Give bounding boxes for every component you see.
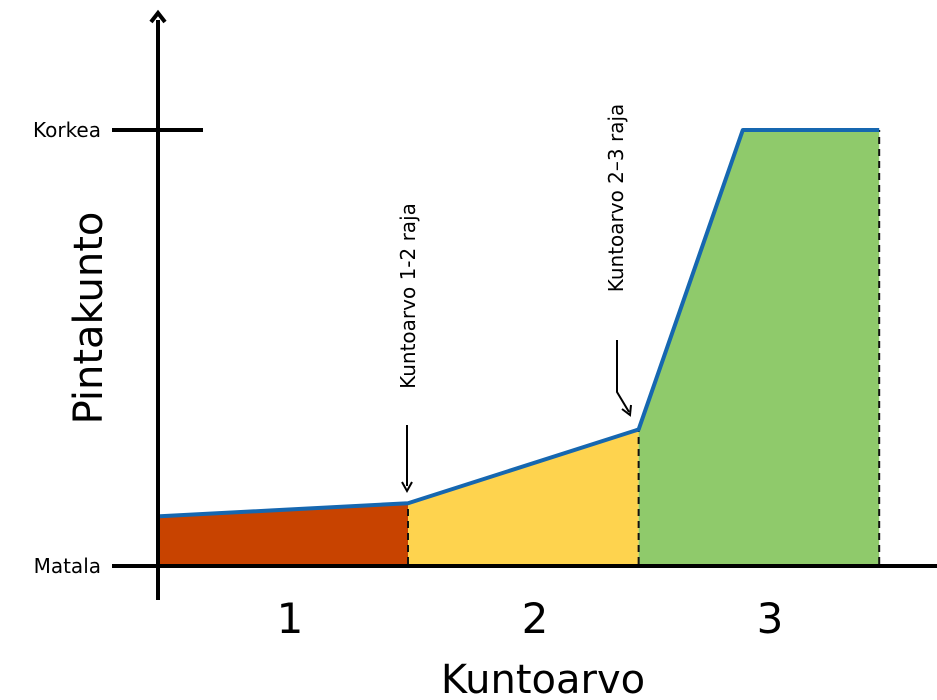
annotation-arrow-2-3 (616, 340, 630, 413)
y-tick-label-matala: Matala (34, 554, 101, 578)
band-area-1 (160, 503, 408, 564)
annotation-boundary-1-2: Kuntoarvo 1-2 raja (396, 203, 420, 389)
band-boundaries (407, 130, 881, 564)
surface-condition-line (159, 128, 880, 519)
annotation-arrowhead-2-3 (621, 404, 632, 417)
annotation-boundary-2-3: Kuntoarvo 2–3 raja (604, 104, 628, 293)
y-tick-label-korkea: Korkea (33, 118, 101, 142)
x-axis-title: Kuntoarvo (441, 657, 645, 700)
y-axis-arrowhead (149, 9, 167, 24)
annotation-arrowhead-1-2 (401, 481, 413, 494)
category-label-2: 2 (522, 594, 549, 643)
band-area-3 (638, 130, 880, 564)
category-label-1: 1 (277, 594, 304, 643)
axes (112, 9, 937, 600)
band-area-2 (408, 429, 639, 564)
y-axis-title: Pintakunto (66, 212, 112, 425)
condition-bands (160, 130, 880, 564)
category-label-3: 3 (757, 594, 784, 643)
